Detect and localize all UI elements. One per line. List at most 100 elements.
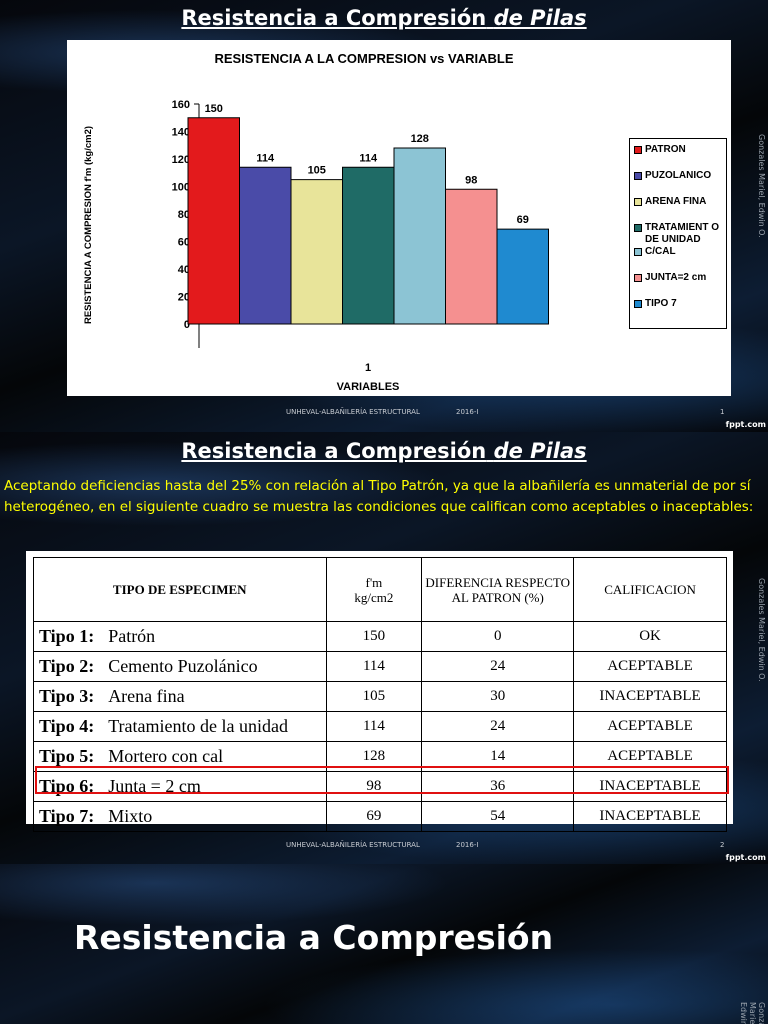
cell-fm: 98 xyxy=(325,771,423,802)
table-row: Tipo 2: Cemento Puzolánico 114 24 ACEPTABLE xyxy=(33,651,727,682)
cell-tipo: Tipo 7: Mixto xyxy=(33,801,327,832)
y-tick-label: 80 xyxy=(178,209,190,221)
cell-calificacion: INACEPTABLE xyxy=(573,771,727,802)
cell-tipo-description: Patrón xyxy=(108,626,156,646)
cell-fm: 105 xyxy=(325,681,423,712)
cell-tipo-number: Tipo 7: xyxy=(39,806,95,826)
legend-item: C/CAL xyxy=(634,246,722,258)
cell-calificacion: OK xyxy=(573,621,727,652)
cell-tipo-description: Mixto xyxy=(108,806,153,826)
cell-tipo: Tipo 6: Junta = 2 cm xyxy=(33,771,327,802)
cell-diferencia: 14 xyxy=(421,741,575,772)
legend-label: C/CAL xyxy=(645,246,676,257)
specimen-table-panel: TIPO DE ESPECIMEN f'm kg/cm2 DIFERENCIA … xyxy=(26,551,733,832)
y-tick-label: 0 xyxy=(184,319,190,331)
cell-tipo-number: Tipo 1: xyxy=(39,626,95,646)
cell-tipo-number: Tipo 3: xyxy=(39,686,95,706)
bar-tratamiento-de-unidad xyxy=(342,166,395,325)
bar-value-label: 98 xyxy=(465,174,477,186)
cell-diferencia: 54 xyxy=(421,801,575,832)
cell-fm: 114 xyxy=(325,651,423,682)
bar-value-label: 128 xyxy=(411,133,429,145)
slide-2-title-main: Resistencia a Compresión xyxy=(181,439,487,463)
cell-calificacion: INACEPTABLE xyxy=(573,801,727,832)
bar-junta-2-cm xyxy=(445,188,498,325)
footer-page-number: 1 xyxy=(720,408,725,416)
legend-swatch xyxy=(634,224,642,232)
cell-diferencia: 36 xyxy=(421,771,575,802)
legend-item: PATRON xyxy=(634,144,722,156)
header-calificacion: CALIFICACION xyxy=(573,557,727,622)
legend-item: ARENA FINA xyxy=(634,196,722,208)
cell-tipo-description: Arena fina xyxy=(108,686,185,706)
table-row: Tipo 6: Junta = 2 cm 98 36 INACEPTABLE xyxy=(33,771,727,802)
cell-fm: 69 xyxy=(325,801,423,832)
bar-c-cal xyxy=(393,147,446,325)
y-tick-label: 160 xyxy=(172,99,190,111)
bars: 150 114 105 114 128 98 69 xyxy=(187,103,549,325)
cell-diferencia: 0 xyxy=(421,621,575,652)
y-tick-label: 40 xyxy=(178,264,190,276)
author-side-note: Gonzales Mariel, Edwin O. xyxy=(757,134,766,238)
cell-calificacion: ACEPTABLE xyxy=(573,741,727,772)
cell-tipo: Tipo 2: Cemento Puzolánico xyxy=(33,651,327,682)
cell-tipo-number: Tipo 6: xyxy=(39,776,95,796)
y-tick-label: 20 xyxy=(178,292,190,304)
bar-value-label: 69 xyxy=(517,214,529,226)
legend-swatch xyxy=(634,198,642,206)
header-tipo: TIPO DE ESPECIMEN xyxy=(33,557,327,622)
cell-tipo-number: Tipo 4: xyxy=(39,716,95,736)
author-side-note: Gonzales Mariel, Edwin O. xyxy=(739,1002,766,1024)
cell-calificacion: ACEPTABLE xyxy=(573,651,727,682)
slide-1-title: Resistencia a Compresión de Pilas xyxy=(0,6,768,30)
table-row: Tipo 5: Mortero con cal 128 14 ACEPTABLE xyxy=(33,741,727,772)
bar-value-label: 114 xyxy=(359,152,378,164)
legend-item: JUNTA=2 cm xyxy=(634,272,722,284)
cell-tipo-description: Mortero con cal xyxy=(108,746,224,766)
legend-label: TIPO 7 xyxy=(645,298,677,309)
legend-swatch xyxy=(634,248,642,256)
y-tick-label: 120 xyxy=(172,154,190,166)
cell-tipo-number: Tipo 2: xyxy=(39,656,95,676)
slide-2-title-italic: de Pilas xyxy=(493,439,587,463)
cell-tipo-description: Junta = 2 cm xyxy=(108,776,201,796)
legend-swatch xyxy=(634,146,642,154)
cell-tipo: Tipo 4: Tratamiento de la unidad xyxy=(33,711,327,742)
bar-chart: RESISTENCIA A LA COMPRESION vs VARIABLE … xyxy=(67,40,731,396)
bar-puzolanico xyxy=(239,166,292,325)
y-tick-label: 60 xyxy=(178,237,190,249)
table-row: Tipo 7: Mixto 69 54 INACEPTABLE xyxy=(33,801,727,832)
bar-tipo-7 xyxy=(496,228,549,325)
table-row: Tipo 1: Patrón 150 0 OK xyxy=(33,621,727,652)
slide-3[interactable]: Resistencia a Compresión Gonzales Mariel… xyxy=(0,864,768,1024)
y-tick-label: 100 xyxy=(172,182,190,194)
bar-arena-fina xyxy=(290,179,343,325)
footer-term: 2016-I xyxy=(456,841,479,849)
legend-swatch xyxy=(634,300,642,308)
legend-label: PATRON xyxy=(645,144,686,155)
slide-1-title-main: Resistencia a Compresión xyxy=(181,6,487,30)
cell-tipo-description: Cemento Puzolánico xyxy=(108,656,258,676)
slide-2[interactable]: Resistencia a Compresión de Pilas Acepta… xyxy=(0,432,768,864)
bar-patron xyxy=(187,117,240,325)
legend-label: PUZOLANICO xyxy=(645,170,712,181)
x-axis-label: VARIABLES xyxy=(337,381,400,393)
bar-value-label: 105 xyxy=(308,165,326,177)
slide-1-title-italic: de Pilas xyxy=(493,6,587,30)
slide-1[interactable]: Resistencia a Compresión de Pilas RESIST… xyxy=(0,0,768,432)
brand-logo: fppt.com xyxy=(725,853,766,862)
cell-calificacion: INACEPTABLE xyxy=(573,681,727,712)
cell-calificacion: ACEPTABLE xyxy=(573,711,727,742)
table-header-row: TIPO DE ESPECIMEN f'm kg/cm2 DIFERENCIA … xyxy=(33,557,727,622)
y-tick-label: 140 xyxy=(172,127,190,139)
cell-fm: 150 xyxy=(325,621,423,652)
cell-diferencia: 24 xyxy=(421,651,575,682)
cell-diferencia: 30 xyxy=(421,681,575,712)
chart-title: RESISTENCIA A LA COMPRESION vs VARIABLE xyxy=(214,51,513,66)
legend-swatch xyxy=(634,274,642,282)
header-fm: f'm kg/cm2 xyxy=(325,557,423,622)
chart-legend: PATRON PUZOLANICO ARENA FINA TRATAMIENT O D… xyxy=(629,138,727,329)
y-axis-label: RESISTENCIA A COMPRESION f'm (kg/cm2) xyxy=(83,126,94,324)
brand-logo: fppt.com xyxy=(725,420,766,429)
legend-item: PUZOLANICO xyxy=(634,170,722,182)
